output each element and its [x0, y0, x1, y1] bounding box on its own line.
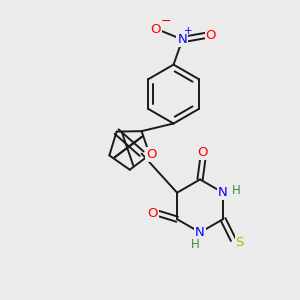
Text: S: S [236, 236, 244, 249]
Text: O: O [146, 148, 156, 161]
Text: O: O [151, 23, 161, 36]
Text: N: N [195, 226, 205, 239]
Text: O: O [147, 207, 158, 220]
Text: H: H [232, 184, 241, 197]
Text: H: H [191, 238, 200, 251]
Text: −: − [160, 14, 171, 28]
Text: O: O [206, 29, 216, 42]
Text: N: N [178, 33, 187, 46]
Text: N: N [218, 186, 228, 199]
Text: O: O [198, 146, 208, 159]
Text: +: + [184, 26, 193, 36]
